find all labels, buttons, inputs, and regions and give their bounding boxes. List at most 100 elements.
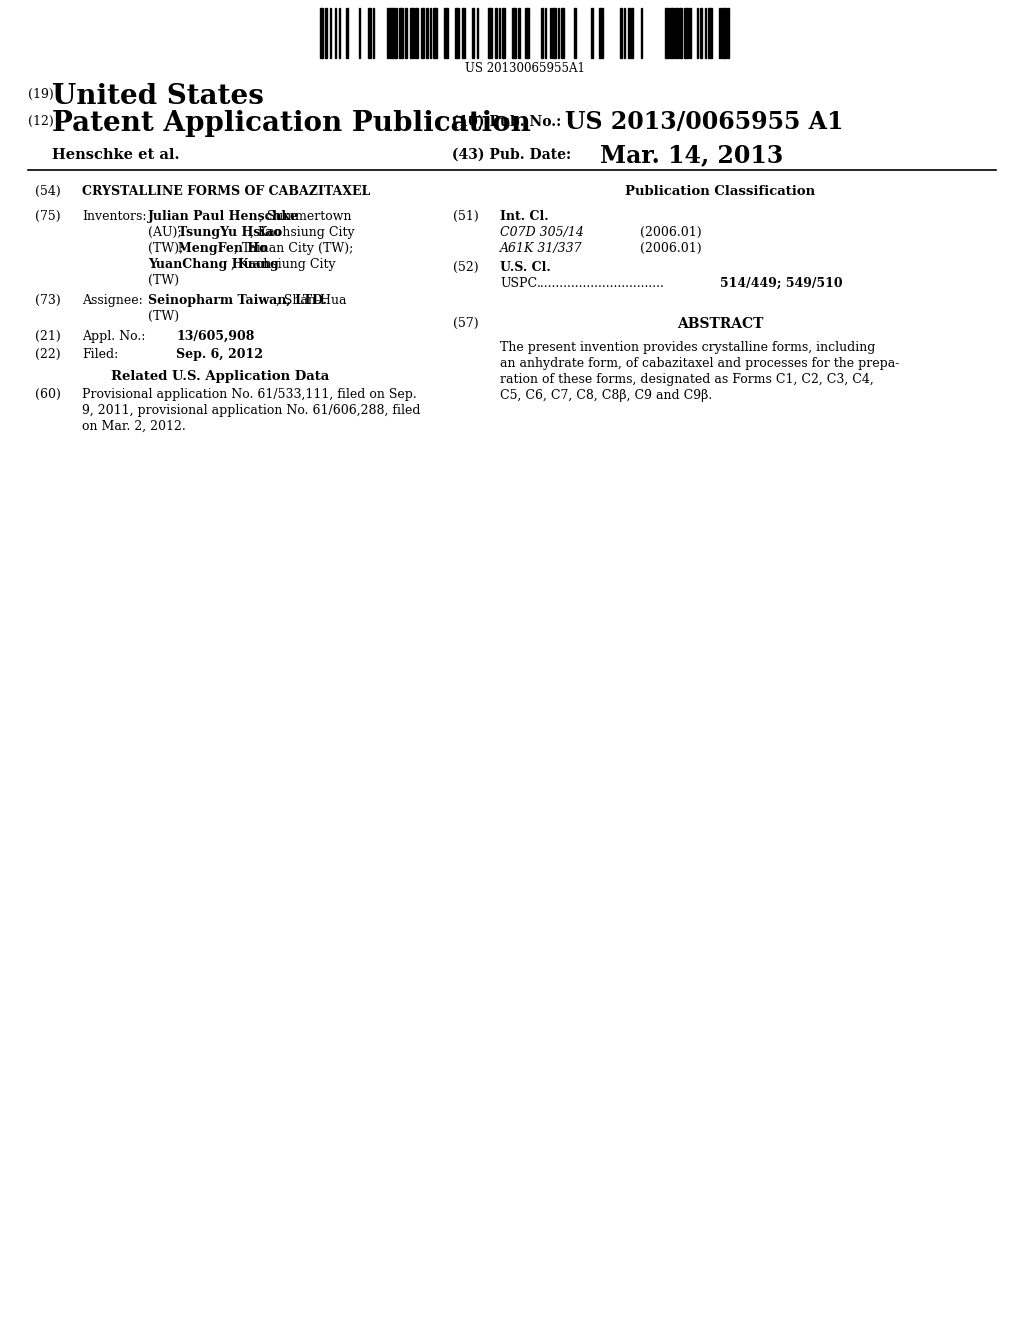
Text: , Summertown: , Summertown bbox=[259, 210, 351, 223]
Bar bbox=[708, 8, 712, 58]
Text: Publication Classification: Publication Classification bbox=[625, 185, 815, 198]
Text: (21): (21) bbox=[35, 330, 60, 343]
Bar bbox=[406, 8, 407, 58]
Bar bbox=[679, 8, 682, 58]
Text: (19): (19) bbox=[28, 88, 53, 102]
Bar bbox=[722, 8, 726, 58]
Bar bbox=[325, 8, 327, 58]
Text: (52): (52) bbox=[453, 261, 478, 275]
Bar bbox=[433, 8, 437, 58]
Text: Inventors:: Inventors: bbox=[82, 210, 146, 223]
Bar bbox=[415, 8, 418, 58]
Text: 514/449; 549/510: 514/449; 549/510 bbox=[720, 277, 843, 290]
Text: (TW);: (TW); bbox=[148, 242, 187, 255]
Text: , Kaohsiung City: , Kaohsiung City bbox=[231, 257, 336, 271]
Bar bbox=[399, 8, 403, 58]
Text: , Shan-Hua: , Shan-Hua bbox=[275, 294, 346, 308]
Text: Filed:: Filed: bbox=[82, 348, 118, 360]
Text: Assignee:: Assignee: bbox=[82, 294, 142, 308]
Text: (TW): (TW) bbox=[148, 310, 179, 323]
Text: Sep. 6, 2012: Sep. 6, 2012 bbox=[176, 348, 263, 360]
Text: (AU);: (AU); bbox=[148, 226, 185, 239]
Text: Julian Paul Henschke: Julian Paul Henschke bbox=[148, 210, 299, 223]
Text: ration of these forms, designated as Forms C1, C2, C3, C4,: ration of these forms, designated as For… bbox=[500, 374, 873, 385]
Bar bbox=[395, 8, 397, 58]
Bar bbox=[319, 8, 323, 58]
Text: Appl. No.:: Appl. No.: bbox=[82, 330, 145, 343]
Bar bbox=[684, 8, 688, 58]
Text: US 20130065955A1: US 20130065955A1 bbox=[465, 62, 585, 75]
Text: 9, 2011, provisional application No. 61/606,288, filed: 9, 2011, provisional application No. 61/… bbox=[82, 404, 421, 417]
Text: United States: United States bbox=[52, 83, 264, 110]
Text: 13/605,908: 13/605,908 bbox=[176, 330, 254, 343]
Text: (2006.01): (2006.01) bbox=[640, 226, 701, 239]
Bar bbox=[561, 8, 564, 58]
Text: , Kaohsiung City: , Kaohsiung City bbox=[250, 226, 354, 239]
Bar bbox=[368, 8, 371, 58]
Bar bbox=[670, 8, 674, 58]
Bar bbox=[628, 8, 630, 58]
Bar bbox=[700, 8, 702, 58]
Text: The present invention provides crystalline forms, including: The present invention provides crystalli… bbox=[500, 341, 876, 354]
Text: CRYSTALLINE FORMS OF CABAZITAXEL: CRYSTALLINE FORMS OF CABAZITAXEL bbox=[82, 185, 371, 198]
Text: (57): (57) bbox=[453, 317, 478, 330]
Text: (54): (54) bbox=[35, 185, 60, 198]
Bar bbox=[620, 8, 622, 58]
Bar bbox=[426, 8, 428, 58]
Text: C5, C6, C7, C8, C8β, C9 and C9β.: C5, C6, C7, C8, C8β, C9 and C9β. bbox=[500, 389, 713, 403]
Bar bbox=[574, 8, 575, 58]
Bar bbox=[512, 8, 516, 58]
Text: Related U.S. Application Data: Related U.S. Application Data bbox=[111, 370, 329, 383]
Bar bbox=[719, 8, 721, 58]
Bar bbox=[727, 8, 729, 58]
Bar bbox=[455, 8, 459, 58]
Text: U.S. Cl.: U.S. Cl. bbox=[500, 261, 551, 275]
Text: (75): (75) bbox=[35, 210, 60, 223]
Bar bbox=[518, 8, 520, 58]
Text: ABSTRACT: ABSTRACT bbox=[677, 317, 763, 331]
Text: (73): (73) bbox=[35, 294, 60, 308]
Bar bbox=[444, 8, 449, 58]
Bar bbox=[488, 8, 492, 58]
Text: Provisional application No. 61/533,111, filed on Sep.: Provisional application No. 61/533,111, … bbox=[82, 388, 417, 401]
Text: Henschke et al.: Henschke et al. bbox=[52, 148, 179, 162]
Text: A61K 31/337: A61K 31/337 bbox=[500, 242, 583, 255]
Text: .................................: ................................. bbox=[537, 277, 665, 290]
Text: Mar. 14, 2013: Mar. 14, 2013 bbox=[600, 143, 783, 168]
Text: (60): (60) bbox=[35, 388, 60, 401]
Bar bbox=[665, 8, 669, 58]
Text: (43) Pub. Date:: (43) Pub. Date: bbox=[452, 148, 571, 162]
Text: on Mar. 2, 2012.: on Mar. 2, 2012. bbox=[82, 420, 185, 433]
Bar bbox=[525, 8, 529, 58]
Bar bbox=[346, 8, 348, 58]
Bar bbox=[689, 8, 691, 58]
Text: YuanChang Huang: YuanChang Huang bbox=[148, 257, 279, 271]
Bar bbox=[552, 8, 556, 58]
Text: (2006.01): (2006.01) bbox=[640, 242, 701, 255]
Text: (TW): (TW) bbox=[148, 275, 179, 286]
Bar bbox=[387, 8, 389, 58]
Bar bbox=[631, 8, 633, 58]
Text: USPC: USPC bbox=[500, 277, 538, 290]
Text: , Tainan City (TW);: , Tainan City (TW); bbox=[233, 242, 353, 255]
Bar bbox=[390, 8, 394, 58]
Bar bbox=[495, 8, 497, 58]
Text: TsungYu Hsiao: TsungYu Hsiao bbox=[178, 226, 282, 239]
Text: MengFen Ho: MengFen Ho bbox=[178, 242, 267, 255]
Bar bbox=[599, 8, 603, 58]
Text: Seinopharm Taiwan, LTD.: Seinopharm Taiwan, LTD. bbox=[148, 294, 327, 308]
Text: (51): (51) bbox=[453, 210, 479, 223]
Text: C07D 305/14: C07D 305/14 bbox=[500, 226, 584, 239]
Text: Int. Cl.: Int. Cl. bbox=[500, 210, 549, 223]
Bar bbox=[421, 8, 424, 58]
Bar bbox=[472, 8, 474, 58]
Text: (10) Pub. No.:: (10) Pub. No.: bbox=[452, 115, 561, 129]
Text: (12): (12) bbox=[28, 115, 53, 128]
Bar bbox=[541, 8, 543, 58]
Bar bbox=[591, 8, 593, 58]
Text: Patent Application Publication: Patent Application Publication bbox=[52, 110, 530, 137]
Bar bbox=[462, 8, 465, 58]
Bar bbox=[502, 8, 505, 58]
Bar bbox=[410, 8, 414, 58]
Text: US 2013/0065955 A1: US 2013/0065955 A1 bbox=[565, 110, 844, 135]
